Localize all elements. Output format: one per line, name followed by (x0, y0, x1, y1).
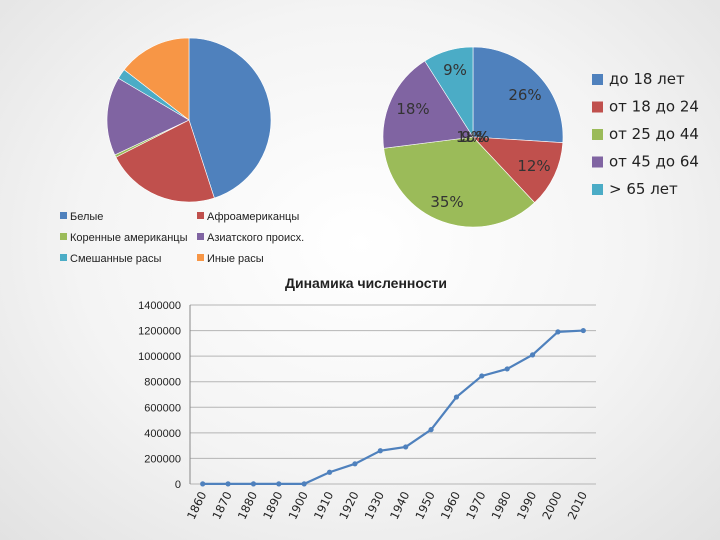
data-point (301, 481, 307, 487)
data-point (377, 448, 383, 454)
pie-slice-белые (188, 37, 272, 199)
pie-slice-азиатского-происх (106, 77, 190, 156)
x-tick-label: 1920 (336, 489, 361, 521)
x-tick-label: 2000 (539, 489, 564, 521)
age-pie-chart: 26%12%35%18%9%26%12%35%18%9% (382, 46, 564, 228)
pie-data-label: 9% (461, 128, 485, 146)
legend-label: Иные расы (207, 253, 264, 265)
pie-slice-от-45-до-64 (382, 60, 474, 149)
y-tick-label: 200000 (144, 453, 181, 465)
y-tick-label: 1400000 (138, 300, 181, 312)
population-line-chart: Динамика численности 0 200000 400000 600000… (138, 275, 596, 522)
legend-label: Афроамериканцы (207, 211, 299, 223)
legend-label: от 18 до 24 (609, 98, 699, 116)
data-point (200, 481, 206, 487)
x-tick-label: 1980 (488, 489, 513, 521)
x-tick-label: 1860 (184, 489, 209, 521)
x-tick-label: 1870 (209, 489, 234, 521)
data-point (326, 469, 333, 475)
x-tick-label: 1970 (463, 489, 488, 521)
data-point (555, 329, 561, 335)
y-tick-label: 600000 (144, 402, 181, 414)
pie-slice-от-25-до-44 (383, 136, 536, 228)
data-point (580, 327, 586, 334)
legend-label: Коренные американцы (70, 232, 188, 244)
pie-data-label: 35% (430, 193, 463, 211)
legend-swatch (592, 74, 603, 85)
legend-label: до 18 лет (609, 70, 685, 88)
legend-label: > 65 лет (609, 180, 678, 198)
legend-swatch (60, 254, 67, 261)
x-tick-label: 1900 (285, 489, 310, 521)
data-point (504, 366, 510, 372)
data-point (479, 373, 485, 379)
legend-swatch (592, 129, 603, 140)
pie-slice-65-лет (424, 46, 474, 139)
race-pie-chart (106, 37, 272, 203)
x-tick-label: 1930 (362, 489, 387, 521)
data-point (529, 352, 536, 358)
pie-data-label: 26% (508, 86, 541, 104)
legend-swatch (60, 233, 67, 240)
x-tick-label: 1880 (235, 489, 260, 521)
legend-swatch (197, 212, 204, 219)
data-point (428, 427, 434, 433)
y-tick-label: 0 (175, 479, 181, 491)
x-tick-label: 1950 (412, 489, 437, 521)
y-tick-label: 400000 (144, 428, 181, 440)
age-pie-legend: до 18 лет от 18 до 24 от 25 до 44 от 45 до … (592, 70, 699, 198)
data-point (352, 461, 358, 467)
pie-data-label: 18% (396, 100, 429, 118)
x-tick-label: 1960 (438, 489, 463, 521)
data-point (403, 444, 409, 450)
data-point (225, 481, 231, 487)
legend-swatch (197, 254, 204, 261)
x-tick-label: 1910 (311, 489, 336, 521)
legend-label: от 25 до 44 (609, 125, 699, 143)
legend-swatch (592, 101, 603, 113)
data-point (276, 481, 282, 487)
legend-label: Смешанные расы (70, 253, 162, 265)
y-tick-label: 1000000 (138, 351, 181, 363)
series-line (202, 329, 584, 485)
y-tick-label: 800000 (144, 377, 181, 389)
legend-swatch (197, 233, 204, 240)
legend-swatch (60, 212, 67, 219)
pie-data-label: 12% (517, 157, 550, 175)
x-tick-label: 1990 (514, 489, 539, 521)
data-point (453, 394, 460, 400)
race-pie-legend: Белые Афроамериканцы Коренные американцы Аз… (60, 211, 304, 265)
legend-swatch (592, 184, 603, 195)
legend-swatch (592, 156, 603, 168)
pie-slice-иные-расы (123, 37, 190, 121)
legend-label: Белые (70, 211, 103, 223)
y-tick-label: 1200000 (138, 326, 181, 338)
legend-label: от 45 до 64 (609, 153, 699, 171)
x-tick-label: 1890 (260, 489, 285, 521)
pie-slice-от-18-до-24 (472, 136, 564, 204)
pie-slice-афроамериканцы (115, 119, 215, 203)
legend-label: Азиатского происх. (207, 232, 304, 244)
data-point (250, 481, 257, 487)
x-tick-label: 1940 (387, 489, 412, 521)
line-chart-title: Динамика численности (285, 275, 447, 291)
x-tick-label: 2010 (565, 489, 590, 521)
pie-data-label: 9% (443, 61, 467, 79)
pie-slice-до-18-лет (472, 46, 564, 143)
